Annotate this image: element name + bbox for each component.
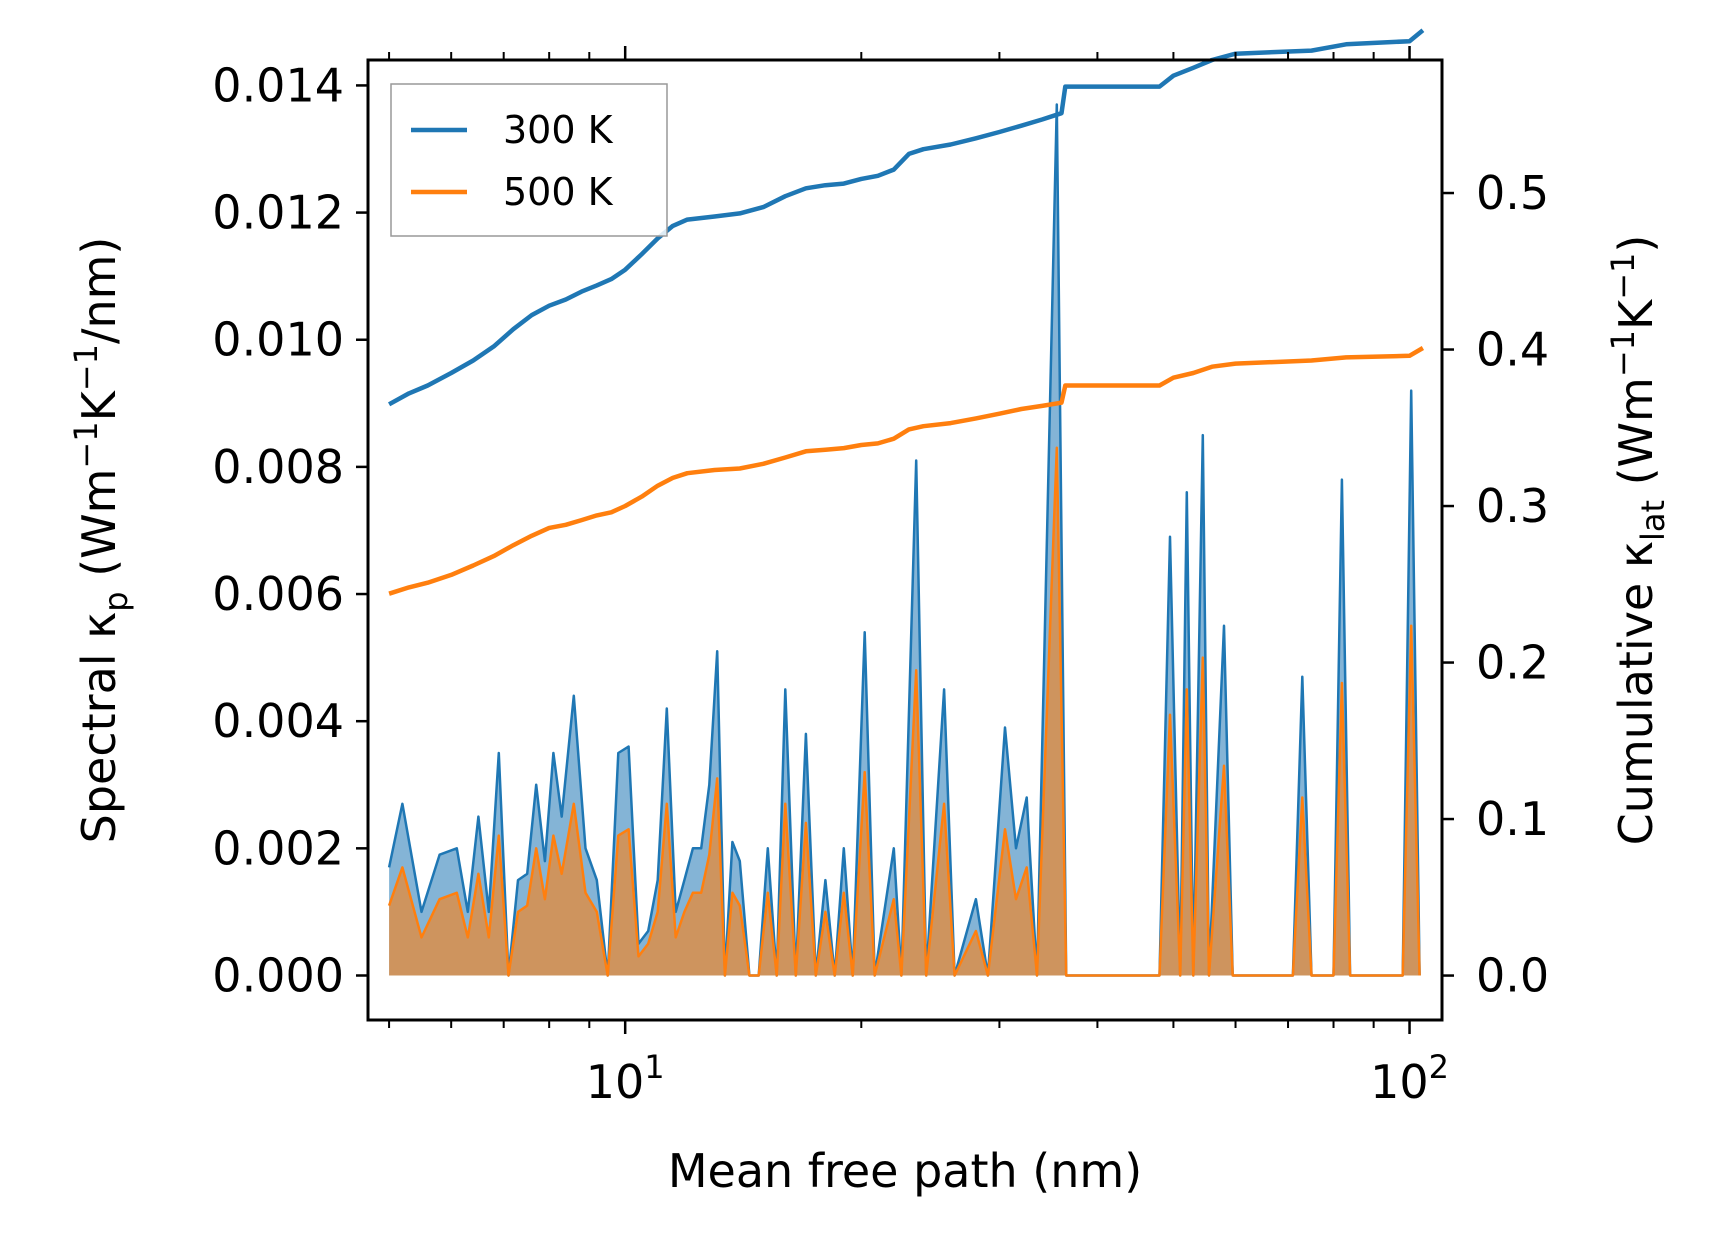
legend-label: 500 K	[503, 170, 614, 214]
right-y-tick-label: 0.2	[1476, 636, 1549, 690]
legend: 300 K 500 K	[390, 83, 668, 237]
x-tick-label: 102	[1370, 1048, 1449, 1109]
legend-label: 300 K	[503, 108, 614, 152]
left-y-tick-label: 0.006	[212, 567, 344, 621]
right-y-tick-label: 0.0	[1476, 949, 1549, 1003]
spectral-line-500-k	[387, 446, 1421, 977]
left-y-axis-title: Spectral κp (Wm−1K−1/nm)	[67, 237, 135, 844]
spectral-area-500-k	[389, 447, 1420, 976]
legend-box	[390, 83, 668, 237]
cumulative-line-300-k	[388, 28, 1425, 407]
x-axis-title: Mean free path (nm)	[668, 1144, 1142, 1198]
cumulative-line-500-k	[388, 346, 1425, 596]
right-y-tick-label: 0.4	[1476, 323, 1549, 377]
axis-labels: 0.000 0.002 0.004 0.006 0.008 0.010 0.012 0.014…	[67, 58, 1672, 1198]
left-y-tick-label: 0.002	[212, 821, 344, 875]
right-y-tick-label: 0.3	[1476, 479, 1549, 533]
left-y-tick-label: 0.008	[212, 440, 344, 494]
right-y-tick-label: 0.5	[1476, 166, 1549, 220]
right-y-axis-title: Cumulative κlat (Wm−1K−1)	[1604, 235, 1672, 846]
axis-ticks	[356, 46, 1454, 1034]
right-y-tick-label: 0.1	[1476, 792, 1549, 846]
x-tick-label: 101	[586, 1048, 665, 1109]
plot-frame	[366, 58, 1444, 1022]
spectral-area-300-k	[389, 104, 1420, 976]
left-y-tick-label: 0.014	[212, 58, 344, 112]
left-y-tick-label: 0.000	[212, 948, 344, 1002]
left-y-tick-label: 0.004	[212, 694, 344, 748]
spectral-fills	[387, 103, 1421, 977]
left-y-tick-label: 0.010	[212, 313, 344, 367]
data-lines	[388, 28, 1425, 596]
left-y-tick-label: 0.012	[212, 186, 344, 240]
